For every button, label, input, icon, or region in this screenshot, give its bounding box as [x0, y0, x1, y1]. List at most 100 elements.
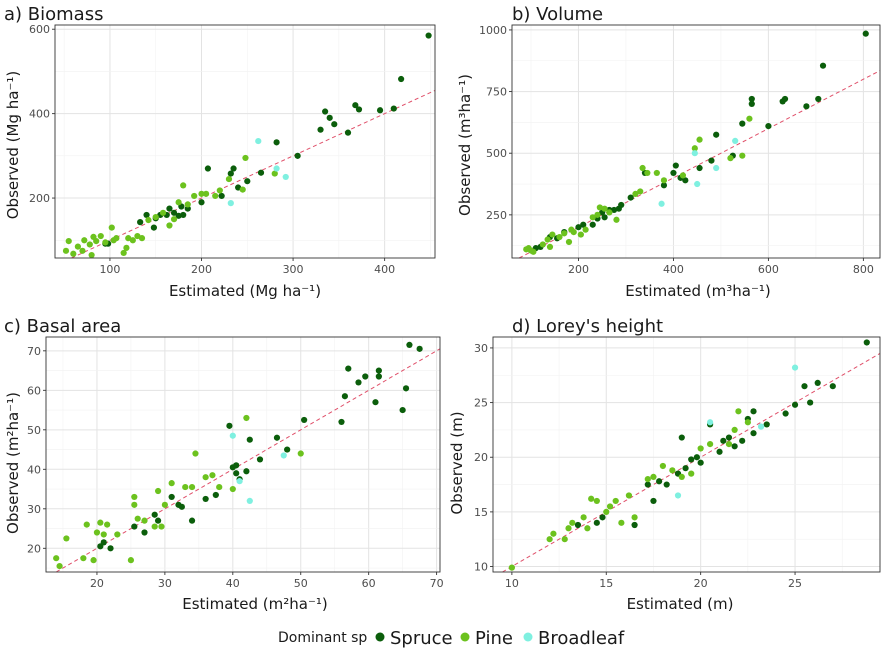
- y-tick-label: 200: [29, 192, 50, 205]
- data-point-spruce: [863, 339, 870, 346]
- data-point-broadleaf: [229, 432, 236, 439]
- data-point-spruce: [713, 131, 720, 138]
- data-point-spruce: [781, 95, 789, 103]
- data-point-spruce: [750, 408, 757, 415]
- data-point-spruce: [644, 481, 651, 488]
- data-point-spruce: [670, 169, 677, 177]
- data-point-pine: [63, 535, 70, 542]
- data-point-spruce: [688, 456, 695, 463]
- data-point-pine: [739, 152, 746, 159]
- data-point-spruce: [273, 434, 281, 441]
- data-point-pine: [225, 175, 233, 183]
- data-point-pine: [556, 233, 563, 241]
- data-point-pine: [546, 243, 554, 251]
- data-point-spruce: [178, 503, 185, 510]
- data-point-spruce: [284, 446, 291, 453]
- data-point-spruce: [233, 462, 240, 469]
- data-point-spruce: [610, 206, 618, 214]
- data-point-pine: [81, 237, 88, 244]
- data-point-pine: [158, 523, 165, 530]
- y-tick-label: 1000: [479, 24, 507, 37]
- data-point-spruce: [168, 493, 175, 501]
- data-point-pine: [152, 213, 159, 221]
- data-point-spruce: [166, 205, 173, 212]
- data-point-pine: [212, 192, 219, 200]
- x-tick-label: 400: [374, 263, 395, 276]
- legend-key-broadleaf: [523, 632, 533, 642]
- y-axis-title: Observed (m): [448, 411, 466, 514]
- data-point-spruce: [399, 406, 406, 414]
- data-point-pine: [100, 531, 107, 538]
- data-point-spruce: [227, 170, 234, 177]
- data-point-spruce: [656, 478, 663, 485]
- y-tick-label: 20: [27, 542, 41, 555]
- data-point-pine: [53, 555, 60, 562]
- data-point-spruce: [344, 129, 352, 136]
- data-point-pine: [650, 473, 657, 481]
- data-point-spruce: [731, 443, 738, 450]
- data-point-pine: [192, 450, 199, 457]
- y-tick-label: 70: [27, 345, 41, 358]
- data-point-spruce: [416, 345, 423, 352]
- data-point-spruce: [763, 421, 770, 428]
- x-tick-label: 60: [362, 577, 376, 590]
- data-point-pine: [62, 247, 70, 254]
- data-point-broadleaf: [674, 492, 682, 499]
- panel-title: b) Volume: [512, 4, 603, 25]
- data-point-pine: [184, 201, 191, 208]
- data-point-pine: [83, 521, 90, 528]
- data-point-pine: [168, 480, 175, 487]
- data-point-pine: [90, 557, 97, 564]
- data-point-pine: [127, 557, 135, 564]
- data-point-pine: [209, 472, 216, 479]
- data-point-spruce: [791, 401, 799, 408]
- data-point-pine: [271, 170, 278, 177]
- data-point-pine: [508, 564, 515, 571]
- data-point-pine: [569, 519, 576, 526]
- reference-line: [502, 352, 881, 573]
- data-point-pine: [659, 462, 667, 470]
- data-point-spruce: [107, 545, 114, 552]
- data-point-spruce: [660, 182, 668, 189]
- data-point-pine: [161, 501, 168, 508]
- y-tick-label: 60: [27, 384, 41, 397]
- data-point-pine: [679, 172, 687, 179]
- data-point-spruce: [233, 470, 240, 477]
- data-point-spruce: [682, 465, 689, 472]
- data-point-spruce: [246, 436, 253, 443]
- data-point-spruce: [425, 32, 432, 39]
- legend-key-spruce: [375, 632, 385, 642]
- data-point-pine: [242, 154, 249, 162]
- data-point-spruce: [697, 459, 704, 466]
- data-point-spruce: [627, 194, 634, 201]
- data-point-spruce: [663, 481, 670, 488]
- reference-line: [518, 70, 881, 259]
- data-point-pine: [114, 531, 121, 538]
- data-point-spruce: [256, 456, 264, 463]
- data-point-broadleaf: [791, 364, 799, 371]
- data-point-pine: [688, 470, 695, 477]
- data-point-spruce: [862, 30, 869, 37]
- data-point-pine: [131, 501, 138, 508]
- x-tick-label: 15: [599, 577, 613, 590]
- x-axis-title: Estimated (m): [627, 595, 734, 613]
- data-point-broadleaf: [691, 150, 698, 157]
- data-point-pine: [93, 238, 100, 245]
- data-point-spruce: [402, 385, 410, 392]
- data-point-spruce: [322, 108, 329, 115]
- y-tick-label: 50: [27, 424, 41, 437]
- data-point-spruce: [345, 365, 352, 372]
- data-point-pine: [102, 239, 109, 246]
- panel-title: d) Lorey's height: [512, 316, 663, 337]
- data-point-pine: [180, 182, 187, 189]
- legend-label-spruce: Spruce: [390, 628, 453, 649]
- data-point-pine: [644, 169, 651, 177]
- panel-volume: b) Volume 200 400 600 800 250 500 750 1000 Est…: [456, 4, 881, 300]
- data-point-pine: [151, 523, 158, 530]
- data-point-pine: [735, 408, 742, 415]
- data-point-spruce: [257, 169, 265, 176]
- data-point-broadleaf: [282, 173, 289, 181]
- data-point-pine: [182, 483, 189, 491]
- data-point-pine: [746, 115, 753, 122]
- data-point-pine: [86, 241, 93, 248]
